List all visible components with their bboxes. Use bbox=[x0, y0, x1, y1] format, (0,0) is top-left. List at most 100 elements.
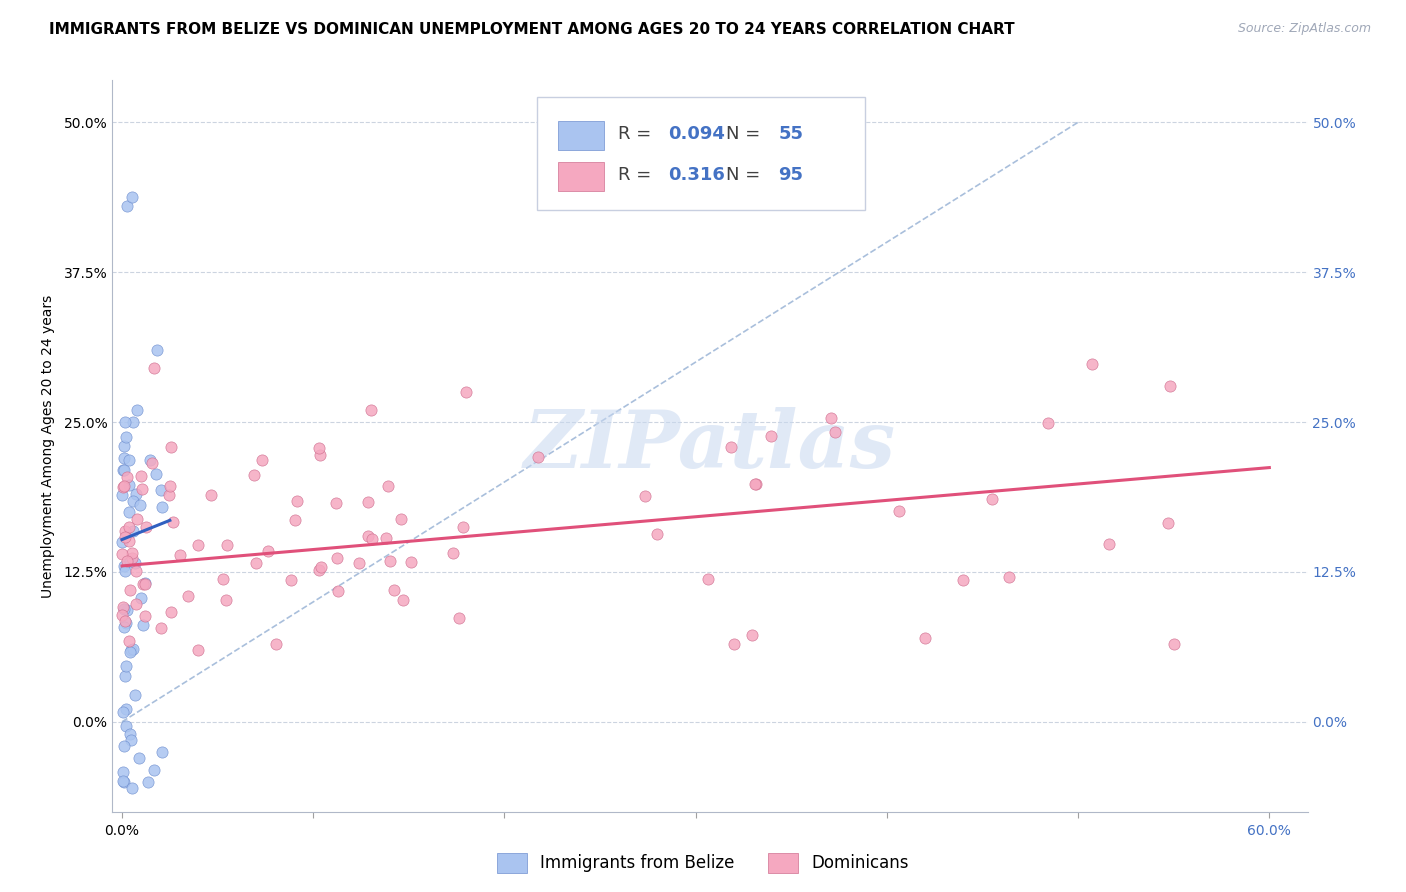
Point bbox=[131, 617, 153, 632]
Point bbox=[243, 467, 266, 482]
Point bbox=[285, 493, 308, 508]
Point bbox=[200, 488, 222, 502]
Point bbox=[157, 488, 180, 502]
Point bbox=[761, 429, 783, 443]
Point bbox=[145, 467, 167, 481]
Point bbox=[134, 577, 156, 591]
FancyBboxPatch shape bbox=[537, 97, 866, 211]
Point bbox=[118, 634, 141, 648]
Point bbox=[451, 520, 474, 534]
Point bbox=[357, 495, 380, 509]
Point bbox=[121, 189, 143, 203]
Point bbox=[111, 534, 134, 549]
Point bbox=[124, 564, 146, 578]
Point bbox=[145, 343, 167, 357]
Point bbox=[114, 669, 136, 683]
Point bbox=[377, 479, 399, 493]
Text: ZIPatlas: ZIPatlas bbox=[524, 408, 896, 484]
Point bbox=[135, 520, 157, 534]
Text: N =: N = bbox=[725, 167, 765, 185]
Point bbox=[456, 385, 478, 400]
Point bbox=[114, 564, 136, 578]
Point bbox=[114, 614, 136, 628]
Point bbox=[1156, 516, 1178, 531]
Point bbox=[1098, 537, 1121, 551]
Point bbox=[401, 556, 423, 570]
Point bbox=[129, 591, 152, 605]
Point bbox=[325, 551, 347, 566]
Point bbox=[112, 479, 135, 493]
Text: 95: 95 bbox=[778, 167, 803, 185]
Point bbox=[112, 774, 135, 789]
Point bbox=[149, 483, 172, 497]
Point bbox=[121, 524, 143, 538]
Point bbox=[121, 641, 143, 656]
Point bbox=[697, 573, 720, 587]
Point bbox=[115, 719, 138, 733]
Point bbox=[115, 615, 138, 630]
Text: 0.0%: 0.0% bbox=[104, 823, 139, 838]
Point bbox=[131, 482, 153, 496]
Point bbox=[143, 361, 166, 376]
Point bbox=[159, 440, 181, 454]
Point bbox=[120, 727, 142, 741]
Point bbox=[125, 597, 148, 611]
Point bbox=[447, 611, 470, 625]
Point bbox=[1159, 378, 1181, 392]
Point bbox=[112, 559, 135, 574]
Point bbox=[375, 531, 398, 545]
Point bbox=[741, 628, 763, 642]
Point bbox=[325, 496, 347, 510]
Point bbox=[357, 529, 380, 543]
Point bbox=[114, 524, 136, 538]
Point bbox=[820, 411, 842, 425]
Point bbox=[1163, 637, 1185, 651]
Point bbox=[159, 478, 181, 492]
Point bbox=[349, 556, 371, 570]
Point bbox=[117, 199, 139, 213]
Point bbox=[159, 605, 181, 619]
Text: 55: 55 bbox=[778, 125, 803, 143]
Point bbox=[111, 705, 134, 719]
Point bbox=[112, 463, 135, 477]
Point bbox=[150, 621, 173, 635]
Point bbox=[111, 488, 134, 502]
Point bbox=[111, 547, 134, 561]
Text: R =: R = bbox=[619, 167, 657, 185]
Point bbox=[645, 527, 668, 541]
Point bbox=[215, 538, 238, 552]
Point bbox=[634, 489, 657, 503]
Point bbox=[125, 487, 148, 501]
Point bbox=[382, 582, 405, 597]
Point bbox=[245, 556, 267, 570]
Point bbox=[121, 415, 143, 429]
Point bbox=[117, 452, 139, 467]
Text: N =: N = bbox=[725, 125, 765, 143]
Point bbox=[127, 512, 149, 526]
Point bbox=[112, 439, 135, 453]
Point bbox=[308, 441, 330, 455]
Point bbox=[309, 560, 332, 574]
Point bbox=[889, 504, 911, 518]
Point bbox=[118, 534, 141, 549]
Point bbox=[115, 658, 138, 673]
Point bbox=[112, 602, 135, 616]
Point bbox=[111, 607, 134, 622]
Text: 60.0%: 60.0% bbox=[1247, 823, 1291, 838]
Point bbox=[134, 576, 156, 591]
Point bbox=[117, 603, 139, 617]
Point bbox=[112, 480, 135, 494]
Point bbox=[127, 403, 149, 417]
Point bbox=[134, 609, 156, 624]
Point bbox=[914, 631, 936, 645]
Point bbox=[150, 500, 173, 515]
FancyBboxPatch shape bbox=[558, 162, 603, 192]
Point bbox=[138, 453, 160, 467]
Point bbox=[824, 425, 846, 440]
Point bbox=[112, 739, 135, 753]
Point bbox=[114, 530, 136, 544]
Point bbox=[111, 463, 134, 477]
Point bbox=[118, 477, 141, 491]
Point bbox=[114, 415, 136, 429]
Point bbox=[215, 593, 238, 607]
